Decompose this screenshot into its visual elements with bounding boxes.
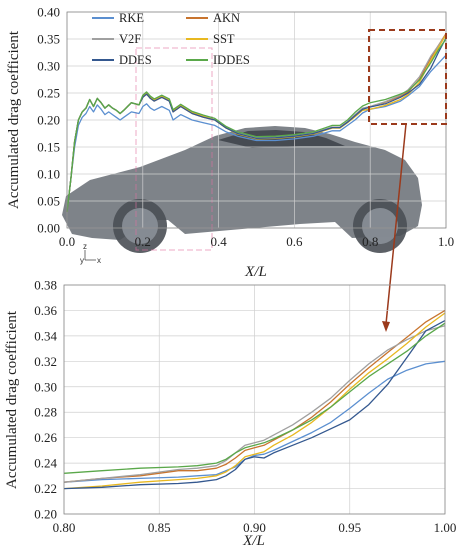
zoom-arrow-head: [382, 321, 390, 332]
coordinate-axes-icon: z y x: [80, 242, 101, 265]
x-tick-label: 0.4: [210, 234, 227, 249]
top-plot-frame: [66, 11, 447, 229]
series-line-v2f: [63, 325, 446, 483]
car-rear-rim: [362, 208, 398, 244]
top-x-ticks: 0.0 0.2 0.4 0.6 0.8 1.0: [59, 234, 454, 249]
y-tick-label: 0.36: [34, 303, 57, 318]
series-line-rke: [63, 360, 446, 483]
series-line-ddes: [63, 320, 446, 490]
y-tick-label: 0.20: [37, 113, 60, 128]
legend-label-ddes: DDES: [119, 53, 152, 67]
series-line-akn: [63, 309, 446, 483]
y-tick-label: 0.00: [37, 221, 60, 236]
y-tick-label: 0.40: [37, 5, 60, 20]
legend-label-v2f: V2F: [119, 32, 141, 46]
legend-label-akn: AKN: [213, 11, 240, 25]
bottom-x-axis-label: X/L: [242, 533, 265, 549]
zoom-arrow: [385, 123, 407, 325]
y-tick-label: 0.38: [34, 278, 57, 293]
zoom-chart: 0.80 0.85 0.90 0.95 1.00 0.200.220.240.260.2…: [4, 278, 456, 550]
series-line-rke: [66, 54, 447, 212]
car-image: [62, 47, 422, 253]
top-y-ticks: 0.00 0.05 0.10 0.15 0.20 0.25 0.30 0.35 0.40: [37, 5, 60, 236]
y-tick-label: 0.20: [34, 507, 57, 522]
y-tick-label: 0.10: [37, 167, 60, 182]
y-tick-label: 0.32: [34, 354, 57, 369]
y-tick-label: 0.24: [34, 456, 57, 471]
y-tick-label: 0.26: [34, 430, 57, 445]
car-image-frame: [135, 47, 213, 251]
car-front-rim: [122, 208, 158, 244]
x-tick-label: 0.8: [362, 234, 378, 249]
bottom-series: [63, 309, 446, 490]
axis-x-label: x: [97, 256, 101, 265]
x-tick-label: 1.00: [434, 520, 457, 535]
legend-label-rke: RKE: [119, 11, 144, 25]
series-line-sst: [63, 312, 446, 490]
zoom-region-box: [368, 29, 447, 125]
series-line-iddes: [66, 38, 447, 212]
y-tick-label: 0.15: [37, 140, 60, 155]
x-tick-label: 0.90: [243, 520, 266, 535]
x-tick-label: 0.95: [338, 520, 361, 535]
y-tick-label: 0.35: [37, 32, 60, 47]
axis-y-label: y: [80, 256, 84, 265]
y-tick-label: 0.30: [34, 379, 57, 394]
top-series: [66, 33, 447, 212]
bottom-plot-frame: [63, 284, 446, 515]
top-x-axis-label: X/L: [244, 264, 267, 280]
y-tick-label: 0.34: [34, 328, 57, 343]
overview-chart: 0.0 0.2 0.4 0.6 0.8 1.0 0.000.050.100.150.200…: [6, 5, 454, 332]
y-tick-label: 0.28: [34, 405, 57, 420]
legend: RKE AKN V2F SST DDES IDDES: [92, 11, 250, 67]
y-tick-label: 0.25: [37, 86, 60, 101]
y-tick-label: 0.22: [34, 481, 57, 496]
axis-z-label: z: [83, 242, 87, 251]
x-tick-label: 0.6: [286, 234, 303, 249]
x-tick-label: 0.0: [59, 234, 75, 249]
series-line-iddes: [63, 322, 446, 474]
x-tick-label: 0.80: [53, 520, 76, 535]
legend-label-iddes: IDDES: [213, 53, 250, 67]
bottom-x-ticks: 0.80 0.85 0.90 0.95 1.00: [53, 520, 457, 535]
x-tick-label: 0.85: [148, 520, 171, 535]
bottom-y-ticks: 0.20 0.22 0.24 0.26 0.28 0.30 0.32 0.34 0.36 0.38: [34, 278, 57, 522]
bottom-y-axis-label: Accumulated drag coefficient: [4, 310, 20, 489]
top-y-axis-label: Accumulated drag coefficient: [6, 30, 22, 209]
x-tick-label: 1.0: [438, 234, 454, 249]
x-tick-label: 0.2: [135, 234, 151, 249]
y-tick-label: 0.05: [37, 194, 60, 209]
legend-label-sst: SST: [213, 32, 235, 46]
y-tick-label: 0.30: [37, 59, 60, 74]
